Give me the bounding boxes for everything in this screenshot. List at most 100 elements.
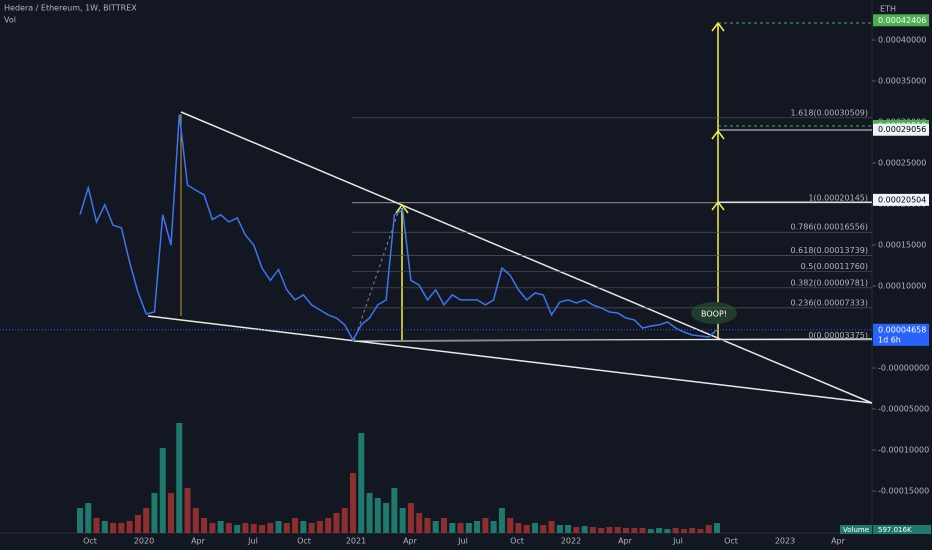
volume-bar bbox=[77, 508, 83, 533]
volume-bar bbox=[325, 518, 332, 533]
volume-bar bbox=[631, 528, 638, 533]
volume-bar bbox=[548, 521, 555, 533]
current-price-tag bbox=[873, 323, 929, 346]
volume-label: Vol bbox=[4, 16, 16, 25]
current-price-label: 0.00004658 bbox=[878, 325, 926, 334]
volume-bar bbox=[275, 521, 282, 533]
volume-bar bbox=[168, 493, 174, 533]
volume-bar bbox=[598, 528, 605, 533]
volume-bar bbox=[581, 526, 588, 533]
volume-name: Volume bbox=[843, 526, 869, 534]
volume-bar bbox=[399, 508, 406, 533]
volume-bar bbox=[465, 523, 472, 533]
x-tick-label: Apr bbox=[403, 537, 418, 546]
volume-bar bbox=[664, 529, 671, 533]
volume-bar bbox=[374, 498, 381, 533]
countdown: 1d 6h bbox=[878, 335, 901, 344]
price-tag bbox=[873, 123, 929, 136]
x-tick-label: Apr bbox=[191, 537, 206, 546]
volume-bar bbox=[474, 521, 481, 533]
volume-bar bbox=[308, 523, 315, 533]
volume-bar bbox=[407, 503, 414, 533]
volume-bar bbox=[217, 521, 224, 533]
y-tick-label: -0.00015000 bbox=[878, 487, 929, 496]
volume-bar bbox=[225, 523, 232, 533]
fib-label: 0.5(0.00011760) bbox=[801, 262, 868, 271]
fib-label: 1(0.00020145) bbox=[808, 193, 868, 202]
volume-bar bbox=[606, 527, 613, 533]
volume-bar bbox=[565, 525, 572, 533]
volume-bar bbox=[151, 493, 158, 533]
volume-bar bbox=[300, 521, 307, 533]
fib-label: 1.618(0.00030509) bbox=[791, 108, 869, 117]
volume-bar bbox=[647, 529, 654, 533]
x-tick-label: Oct bbox=[297, 537, 311, 546]
annotation-bubble bbox=[691, 302, 737, 324]
volume-bar bbox=[540, 525, 547, 533]
arrow-head bbox=[395, 203, 409, 214]
volume-tag-bg bbox=[840, 525, 872, 534]
volume-bar bbox=[689, 528, 696, 533]
volume-bar bbox=[283, 523, 290, 533]
y-tick-label: -0.00010000 bbox=[878, 446, 929, 455]
arrow-head bbox=[711, 129, 725, 140]
volume-bar bbox=[316, 521, 323, 533]
volume-bar bbox=[523, 525, 530, 533]
volume-bar bbox=[192, 508, 199, 533]
volume-bar bbox=[267, 523, 274, 533]
volume-bar bbox=[101, 521, 108, 533]
volume-bar bbox=[159, 448, 166, 533]
volume-bar bbox=[366, 493, 373, 533]
price-tag-label: 0.00020504 bbox=[878, 195, 926, 204]
volume-bar bbox=[209, 523, 216, 533]
volume-bar bbox=[126, 521, 133, 533]
volume-bar bbox=[482, 518, 489, 533]
fib-label: 0.236(0.00007333) bbox=[791, 298, 869, 307]
volume-bar bbox=[680, 529, 687, 533]
volume-bar bbox=[333, 513, 340, 533]
volume-bar bbox=[143, 508, 150, 533]
volume-bar bbox=[184, 488, 191, 533]
price-tag bbox=[873, 14, 929, 27]
volume-bar bbox=[614, 527, 621, 533]
volume-bar bbox=[424, 518, 431, 533]
price-tag-label: 0.00042406 bbox=[878, 16, 926, 25]
x-tick-label: 2020 bbox=[134, 537, 154, 546]
y-tick-label: 0.00025000 bbox=[878, 159, 926, 168]
volume-bar bbox=[705, 525, 712, 533]
fib-label: 0.786(0.00016556) bbox=[791, 223, 869, 232]
drawings bbox=[0, 21, 873, 404]
volume-bar bbox=[573, 527, 580, 533]
volume-bar bbox=[350, 473, 356, 533]
price-tag bbox=[873, 193, 929, 206]
volume-current: 597.016K bbox=[878, 526, 912, 534]
x-tick-label: 2022 bbox=[561, 537, 581, 546]
volume-bar bbox=[93, 518, 100, 533]
volume-bar bbox=[672, 528, 679, 533]
volume-bar bbox=[118, 523, 125, 533]
volume-bar bbox=[589, 527, 596, 533]
volume-bar bbox=[250, 524, 257, 533]
volume-bar bbox=[639, 528, 646, 533]
x-tick-label: Oct bbox=[83, 537, 97, 546]
volume-bar bbox=[656, 528, 663, 533]
x-tick-label: 2021 bbox=[346, 537, 366, 546]
volume-bar bbox=[714, 523, 720, 533]
volume-bar bbox=[507, 518, 514, 533]
y-tick-label: -0.00000000 bbox=[878, 364, 929, 373]
volume-bar bbox=[697, 529, 704, 533]
volume-bar bbox=[391, 488, 398, 533]
fib-label: 0.618(0.00013739) bbox=[791, 246, 869, 255]
y-tick-label: 0.00015000 bbox=[878, 241, 926, 250]
volume-bar bbox=[432, 521, 439, 533]
x-tick-label: Jul bbox=[457, 537, 468, 546]
volume-bar bbox=[242, 523, 249, 533]
price-line bbox=[79, 114, 718, 342]
volume-bar bbox=[623, 528, 629, 533]
x-tick-label: Oct bbox=[510, 537, 524, 546]
x-tick-label: Jul bbox=[672, 537, 683, 546]
price-tag-label: 0.00029056 bbox=[878, 125, 926, 134]
volume-bar bbox=[416, 513, 423, 533]
